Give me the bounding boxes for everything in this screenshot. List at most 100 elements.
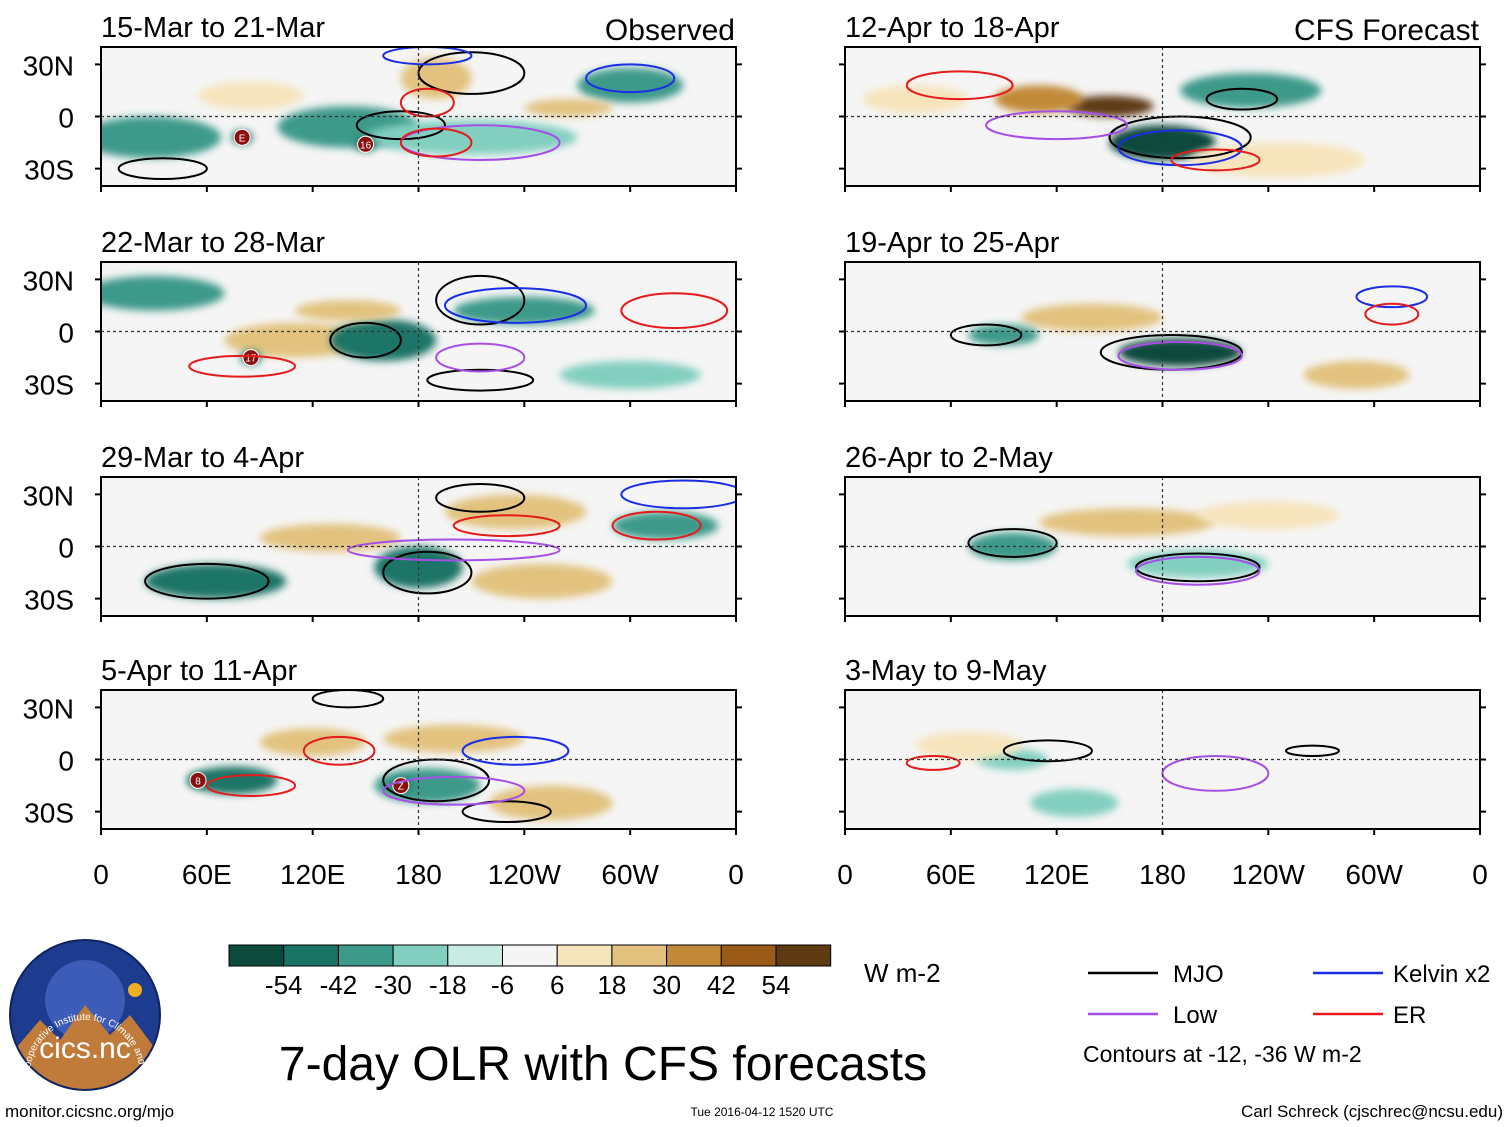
contour-mjo bbox=[1135, 552, 1261, 583]
x-tick-label: 120E bbox=[280, 859, 345, 890]
x-tick-label: 120W bbox=[1232, 859, 1306, 890]
colorbar-swatch bbox=[447, 944, 503, 967]
panel-title: 12-Apr to 18-Apr bbox=[845, 12, 1060, 44]
colorbar-tick-label: -18 bbox=[429, 970, 467, 1000]
contour-er bbox=[1170, 148, 1261, 172]
colorbar-tick-label: 18 bbox=[597, 970, 626, 1000]
olr-anomaly-blob bbox=[489, 785, 613, 821]
olr-anomaly-blob bbox=[612, 511, 719, 540]
x-tick-label: 0 bbox=[93, 859, 109, 890]
colorbar: -54 -42 -30 -18 -6 6 18 30 42 54 bbox=[228, 944, 832, 1000]
y-tick-label: 30S bbox=[24, 798, 74, 829]
olr-anomaly-blob bbox=[968, 324, 1040, 346]
olr-anomaly-blob bbox=[1180, 73, 1322, 108]
y-tick-label: 0 bbox=[58, 318, 74, 349]
x-tick-label: 0 bbox=[837, 859, 853, 890]
x-tick-label: 60E bbox=[182, 859, 232, 890]
logo-text: cics.nc bbox=[39, 1032, 131, 1065]
contour-er bbox=[905, 755, 961, 771]
olr-anomaly-blob bbox=[330, 319, 437, 362]
y-tick-label: 30S bbox=[24, 585, 74, 616]
contour-er bbox=[302, 735, 376, 766]
olr-anomaly-blob bbox=[101, 275, 225, 311]
y-tick-label: 30S bbox=[24, 155, 74, 186]
y-tick-label: 30N bbox=[23, 480, 74, 511]
x-tick-label: 180 bbox=[1139, 859, 1186, 890]
colorbar-swatch bbox=[611, 944, 668, 967]
contour-er bbox=[399, 127, 473, 158]
contour-mjo bbox=[1108, 115, 1252, 160]
main-title: 7-day OLR with CFS forecasts bbox=[279, 1038, 927, 1091]
contour-er bbox=[611, 510, 702, 541]
x-tick-label: 0 bbox=[1472, 859, 1488, 890]
y-tick-label: 0 bbox=[58, 103, 74, 134]
contour-low bbox=[1117, 340, 1243, 371]
x-tick-label: 60W bbox=[1345, 859, 1403, 890]
map-panel-1: E 16 30N 0 30S 15-Mar to 21-Mar Observed bbox=[23, 12, 742, 192]
olr-anomaly-blob bbox=[1188, 142, 1366, 178]
colorbar-tick-label: 6 bbox=[550, 970, 564, 1000]
olr-anomaly-blob bbox=[295, 300, 401, 322]
olr-anomaly-blob bbox=[471, 563, 613, 599]
contour-mjo bbox=[949, 323, 1023, 347]
legend-label: MJO bbox=[1173, 961, 1224, 988]
olr-anomaly-blob bbox=[101, 116, 221, 159]
storm-marker-label: Z bbox=[398, 782, 404, 793]
storm-marker bbox=[242, 349, 260, 367]
contour-mjo bbox=[967, 528, 1058, 558]
legend-label: ER bbox=[1393, 1002, 1426, 1029]
colorbar-tick-label: 42 bbox=[707, 970, 736, 1000]
storm-marker bbox=[357, 135, 375, 153]
contour-mjo bbox=[461, 800, 552, 824]
olr-anomaly-blob bbox=[1039, 508, 1216, 537]
olr-anomaly-blob bbox=[198, 81, 304, 110]
contour-mjo bbox=[382, 550, 473, 595]
contour-kelvin bbox=[620, 479, 736, 510]
storm-marker bbox=[189, 771, 207, 789]
contour-mjo bbox=[117, 157, 208, 181]
units-label: W m-2 bbox=[864, 958, 941, 988]
storm-marker-label: 16 bbox=[360, 140, 372, 151]
storm-marker-label: 17 bbox=[245, 354, 257, 365]
colorbar-swatch bbox=[228, 944, 285, 967]
contour-kelvin bbox=[382, 47, 473, 66]
olr-anomaly-blob bbox=[524, 99, 613, 117]
legend: MJO Kelvin x2 Low ER bbox=[1088, 961, 1490, 1029]
contour-er bbox=[620, 292, 729, 330]
panel-title: 19-Apr to 25-Apr bbox=[845, 227, 1060, 259]
olr-anomaly-blob bbox=[453, 296, 595, 325]
contour-er bbox=[188, 354, 297, 378]
colorbar-swatch bbox=[392, 944, 449, 967]
map-field bbox=[905, 731, 1428, 817]
olr-anomaly-blob bbox=[189, 766, 278, 795]
contour-low bbox=[435, 342, 526, 373]
olr-anomaly-blob bbox=[383, 724, 525, 753]
x-tick-label: 60E bbox=[926, 859, 976, 890]
panel-title: 3-May to 9-May bbox=[845, 655, 1047, 687]
contour-low bbox=[1135, 555, 1261, 586]
map-panel-7: 26-Apr to 2-May bbox=[839, 442, 1486, 622]
contour-mjo bbox=[426, 368, 535, 392]
column-header: CFS Forecast bbox=[1294, 14, 1480, 47]
contour-er bbox=[1364, 302, 1420, 326]
olr-anomaly-blob bbox=[1021, 303, 1163, 332]
colorbar-swatch bbox=[720, 944, 777, 967]
contour-er bbox=[205, 774, 297, 797]
footer-credit: Carl Schreck (cjschrec@ncsu.edu) bbox=[1241, 1102, 1503, 1121]
map-field bbox=[949, 285, 1429, 389]
contour-kelvin bbox=[1117, 129, 1243, 167]
map-panel-3: 30N 0 30S 29-Mar to 4-Apr bbox=[23, 442, 742, 622]
contour-mjo bbox=[329, 321, 402, 359]
contour-mjo bbox=[1284, 744, 1340, 758]
olr-anomaly-blob bbox=[1303, 361, 1410, 389]
olr-anomaly-blob bbox=[559, 361, 701, 389]
contour-kelvin bbox=[585, 63, 676, 94]
panel-title: 22-Mar to 28-Mar bbox=[101, 227, 325, 259]
y-tick-label: 0 bbox=[58, 746, 74, 777]
colorbar-tick-label: 54 bbox=[762, 970, 791, 1000]
x-tick-label: 120E bbox=[1024, 859, 1089, 890]
map-panel-2: 17 30N 0 30S 22-Mar to 28-Mar bbox=[23, 227, 742, 407]
colorbar-tick-label: -42 bbox=[320, 970, 358, 1000]
